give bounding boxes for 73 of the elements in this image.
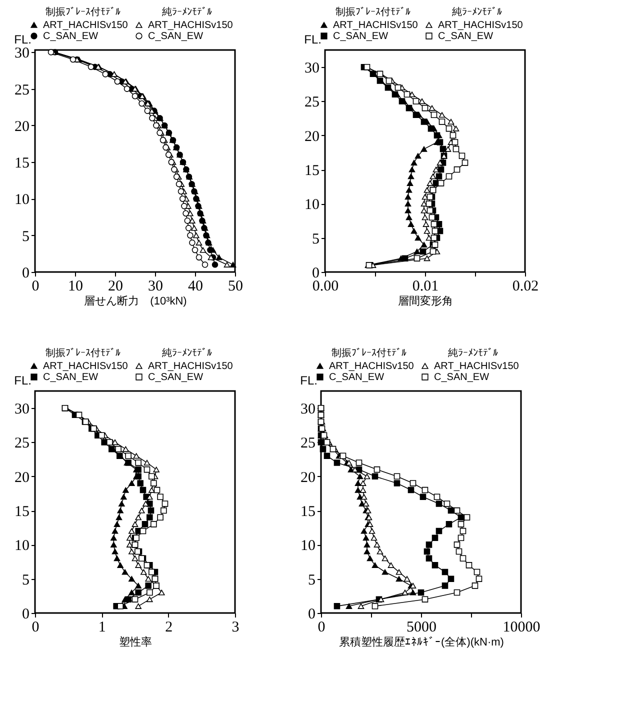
legend-label: ART_HACHISv150 <box>43 361 128 372</box>
legend-label: C_SAN_EW <box>43 372 99 383</box>
y-tick-label: 15 <box>300 504 316 520</box>
y-tick-label: 20 <box>14 470 30 486</box>
y-tick-label: 30 <box>14 46 30 62</box>
x-tick-label: 30 <box>148 278 163 294</box>
x-tick-label: 10000 <box>502 620 540 636</box>
y-tick-label: 25 <box>14 436 30 452</box>
y-tick-label: 10 <box>14 538 30 554</box>
x-tick-label: 50 <box>228 278 243 294</box>
text: 純ﾗｰﾒﾝﾓﾃﾞﾙ <box>448 347 498 359</box>
y-tick-label: 15 <box>14 504 30 520</box>
y-tick-label: 30 <box>304 60 320 77</box>
y-tick-label: 20 <box>304 128 320 145</box>
y-tick-label: 25 <box>300 436 316 452</box>
legend-label: ART_HACHISv150 <box>148 20 234 31</box>
x-tick-label: 3 <box>232 620 240 636</box>
y-axis-title: FL. <box>14 32 32 46</box>
y-tick-label: 15 <box>304 163 320 180</box>
legend-label: C_SAN_EW <box>333 31 389 42</box>
y-tick-label: 20 <box>14 118 30 135</box>
legend-label: ART_HACHISv150 <box>43 20 128 31</box>
text: 制振ﾌﾞﾚｰｽ付ﾓﾃﾞﾙ <box>46 347 120 359</box>
y-tick-label: 10 <box>304 197 320 214</box>
legend-label: ART_HACHISv150 <box>333 20 418 31</box>
y-tick-label: 5 <box>22 572 30 588</box>
x-axis-title: 層せん断力 (10³kN) <box>84 294 187 308</box>
text: 制振ﾌﾞﾚｰｽ付ﾓﾃﾞﾙ <box>336 6 410 18</box>
x-tick-label: 0.01 <box>412 278 439 294</box>
y-tick-label: 5 <box>308 572 316 588</box>
y-tick-label: 5 <box>312 231 320 248</box>
x-tick-label: 5000 <box>406 620 436 636</box>
text: 純ﾗｰﾒﾝﾓﾃﾞﾙ <box>452 6 502 18</box>
text: 制振ﾌﾞﾚｰｽ付ﾓﾃﾞﾙ <box>332 347 406 359</box>
y-tick-label: 0 <box>22 606 30 622</box>
x-tick-label: 0.00 <box>312 278 339 294</box>
y-tick-label: 0 <box>312 266 320 282</box>
y-axis-title: FL. <box>300 374 318 388</box>
legend-label: ART_HACHISv150 <box>329 361 414 372</box>
x-tick-label: 0.02 <box>512 278 539 294</box>
legend-label: C_SAN_EW <box>438 31 494 42</box>
text: 純ﾗｰﾒﾝﾓﾃﾞﾙ <box>162 347 212 359</box>
x-axis-title: 塑性率 <box>119 636 152 648</box>
legend-label: C_SAN_EW <box>148 372 204 383</box>
y-axis-title: FL. <box>304 32 322 46</box>
x-tick-label: 1 <box>98 620 106 636</box>
text: 純ﾗｰﾒﾝﾓﾃﾞﾙ <box>162 6 212 18</box>
y-tick-label: 25 <box>14 82 30 98</box>
y-tick-label: 20 <box>300 470 316 486</box>
y-tick-label: 15 <box>14 156 30 172</box>
x-tick-label: 10 <box>68 278 83 294</box>
legend-label: C_SAN_EW <box>148 31 204 42</box>
y-tick-label: 5 <box>22 228 30 245</box>
x-tick-label: 20 <box>108 278 123 294</box>
y-tick-label: 30 <box>300 402 316 418</box>
legend-label: C_SAN_EW <box>43 31 99 42</box>
legend-label: C_SAN_EW <box>329 372 385 383</box>
y-tick-label: 30 <box>14 402 30 418</box>
y-tick-label: 25 <box>304 94 320 111</box>
text: 制振ﾌﾞﾚｰｽ付ﾓﾃﾞﾙ <box>46 6 120 18</box>
legend-label: C_SAN_EW <box>434 372 490 383</box>
y-tick-label: 10 <box>300 538 316 554</box>
legend-label: ART_HACHISv150 <box>438 20 524 31</box>
x-tick-label: 2 <box>165 620 173 636</box>
y-tick-label: 0 <box>308 606 316 622</box>
x-axis-title: 累積塑性履歴ｴﾈﾙｷﾞｰ(全体)(kN·m) <box>339 636 504 648</box>
y-tick-label: 10 <box>14 192 30 208</box>
legend-label: ART_HACHISv150 <box>148 361 234 372</box>
y-tick-label: 0 <box>22 266 30 282</box>
legend-label: ART_HACHISv150 <box>434 361 520 372</box>
x-tick-label: 40 <box>188 278 203 294</box>
y-axis-title: FL. <box>14 374 32 388</box>
x-axis-title: 層間変形角 <box>398 294 453 308</box>
